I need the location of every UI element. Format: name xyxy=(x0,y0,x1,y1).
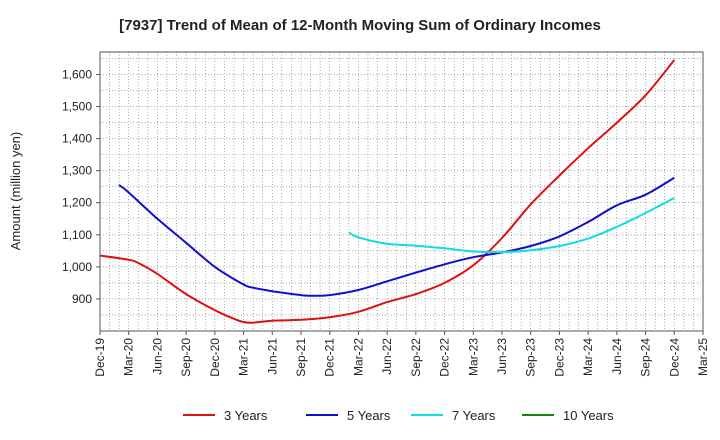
grid xyxy=(100,52,703,331)
x-tick-label: Sep-24 xyxy=(639,338,653,377)
y-tick-label: 1,600 xyxy=(62,67,92,81)
x-tick-label: Sep-22 xyxy=(409,338,423,377)
x-tick-label: Jun-23 xyxy=(495,338,509,375)
x-tick-label: Jun-20 xyxy=(150,338,164,375)
x-tick-label: Jun-21 xyxy=(265,338,279,375)
x-axis-ticks: Dec-19 Mar-20 Jun-20 Sep-20 Dec-20 Mar-21 Jun-… xyxy=(93,331,710,377)
series-line-5-years xyxy=(118,176,675,297)
y-axis-ticks: 900 1,000 1,100 1,200 1,300 1,400 1,500 1,600 xyxy=(62,67,100,306)
x-tick-label: Mar-20 xyxy=(122,338,136,376)
x-tick-label: Mar-22 xyxy=(351,338,365,376)
plot-area-frame xyxy=(99,51,704,332)
y-tick-label: 1,500 xyxy=(62,100,92,114)
legend: 3 Years 5 Years 7 Years 10 Years xyxy=(183,408,614,423)
x-tick-label: Mar-25 xyxy=(696,338,710,376)
x-tick-label: Jun-24 xyxy=(610,338,624,375)
legend-label-3-years: 3 Years xyxy=(224,408,268,423)
series-line-3-years xyxy=(99,59,676,324)
x-tick-label: Dec-21 xyxy=(323,338,337,377)
y-tick-label: 1,100 xyxy=(62,228,92,242)
x-tick-label: Sep-23 xyxy=(524,338,538,377)
y-tick-label: 1,000 xyxy=(62,260,92,274)
x-tick-label: Mar-21 xyxy=(237,338,251,376)
series-lines xyxy=(99,59,676,324)
x-tick-label: Jun-22 xyxy=(380,338,394,375)
y-tick-label: 900 xyxy=(72,292,92,306)
x-tick-label: Mar-24 xyxy=(581,338,595,376)
x-tick-label: Dec-23 xyxy=(552,338,566,377)
y-axis-label: Amount (million yen) xyxy=(8,132,23,251)
y-tick-label: 1,400 xyxy=(62,132,92,146)
legend-label-7-years: 7 Years xyxy=(452,408,496,423)
x-tick-label: Sep-21 xyxy=(294,338,308,377)
legend-label-5-years: 5 Years xyxy=(347,408,391,423)
x-tick-label: Sep-20 xyxy=(179,338,193,377)
series-line-7-years xyxy=(348,197,675,254)
y-tick-label: 1,200 xyxy=(62,196,92,210)
x-tick-label: Dec-24 xyxy=(667,338,681,377)
chart-title: [7937] Trend of Mean of 12-Month Moving … xyxy=(119,17,601,34)
x-tick-label: Dec-22 xyxy=(438,338,452,377)
legend-label-10-years: 10 Years xyxy=(563,408,614,423)
x-tick-label: Dec-19 xyxy=(93,338,107,377)
x-tick-label: Mar-23 xyxy=(466,338,480,376)
x-tick-label: Dec-20 xyxy=(208,338,222,377)
y-tick-label: 1,300 xyxy=(62,164,92,178)
